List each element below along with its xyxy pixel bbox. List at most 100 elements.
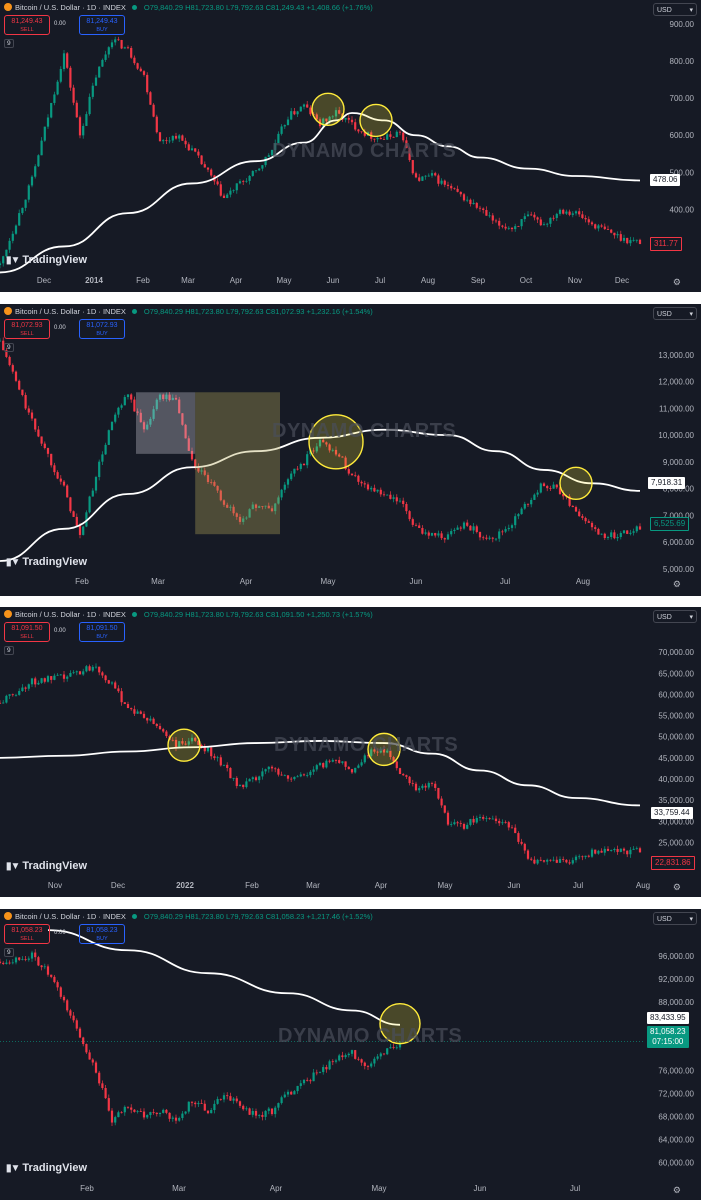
candle-body xyxy=(478,532,482,538)
candle-body xyxy=(418,177,421,181)
candle-body xyxy=(581,214,584,219)
currency-select[interactable]: USD xyxy=(653,307,697,321)
candle-body xyxy=(187,144,190,151)
ohlc-values: O79,840.29 H81,723.80 L79,792.63 C81,091… xyxy=(143,610,373,619)
candle-body xyxy=(302,104,306,107)
candle-body xyxy=(638,848,642,853)
candle-body xyxy=(299,774,302,777)
buy-button[interactable]: 81,072.93 BUY xyxy=(79,319,125,339)
settings-icon[interactable]: ⚙ xyxy=(672,277,681,287)
symbol-header[interactable]: Bitcoin / U.S. Dollar · 1D · INDEX O79,84… xyxy=(4,912,373,921)
chart-panel-1: 400.00 500.00 600.00 700.00 800.00 900.00 Dec 2… xyxy=(0,0,701,292)
candle-body xyxy=(347,766,350,770)
indicator-toggle[interactable]: 9 xyxy=(4,646,14,655)
currency-select[interactable]: USD xyxy=(653,912,697,926)
x-tick-label: May xyxy=(437,881,452,890)
ohlc-values: O79,840.29 H81,723.80 L79,792.63 C81,058… xyxy=(143,912,373,921)
candle-body xyxy=(357,765,360,768)
y-tick-label: 55,000.00 xyxy=(658,712,694,721)
sell-button[interactable]: 81,072.93 SELL xyxy=(4,319,50,339)
candle-body xyxy=(133,1109,136,1112)
candle-body xyxy=(152,409,155,419)
candle-body xyxy=(181,135,184,141)
candle-body xyxy=(405,504,408,512)
candle-body xyxy=(21,687,24,692)
candle-body xyxy=(94,477,98,491)
countdown-timer: 07:15:00 xyxy=(652,1037,684,1046)
candle-body xyxy=(376,137,379,140)
candle-body xyxy=(171,135,174,141)
sell-button[interactable]: 81,058.23 SELL xyxy=(4,924,50,944)
candle-body xyxy=(286,479,290,485)
symbol-header[interactable]: Bitcoin / U.S. Dollar · 1D · INDEX O79,84… xyxy=(4,610,373,619)
candle-body xyxy=(360,762,363,766)
candle-body xyxy=(136,63,139,69)
candle-body xyxy=(120,691,123,703)
candle-body xyxy=(94,666,98,668)
candle-body xyxy=(462,194,466,201)
candle-body xyxy=(427,532,430,536)
candle-body xyxy=(178,1118,181,1121)
candle-body xyxy=(376,751,379,753)
candle-body xyxy=(14,694,18,696)
candle-body xyxy=(133,709,136,714)
last-price-label: 311.77 xyxy=(650,237,682,251)
candle-body xyxy=(187,741,190,745)
candle-body xyxy=(562,493,565,497)
candle-body xyxy=(379,1053,382,1057)
sell-button[interactable]: 81,249.43 SELL xyxy=(4,15,50,35)
currency-select[interactable]: USD xyxy=(653,610,697,624)
candle-body xyxy=(235,777,238,786)
highlight-circle xyxy=(379,1002,421,1045)
candle-body xyxy=(43,443,46,449)
candle-body xyxy=(507,527,510,530)
candle-body xyxy=(386,134,389,140)
candle-body xyxy=(514,226,517,230)
candle-body xyxy=(27,408,30,413)
candle-body xyxy=(629,240,632,244)
candle-body xyxy=(536,859,539,864)
settings-icon[interactable]: ⚙ xyxy=(672,882,681,892)
candle-body xyxy=(635,239,638,241)
candle-body xyxy=(286,1091,290,1095)
candle-body xyxy=(350,1050,354,1054)
candle-body xyxy=(334,760,338,761)
candle-body xyxy=(296,776,299,778)
candle-body xyxy=(206,474,210,483)
indicator-toggle[interactable]: 9 xyxy=(4,948,14,957)
sell-button[interactable]: 81,091.50 SELL xyxy=(4,622,50,642)
candle-body xyxy=(418,525,421,528)
candle-body xyxy=(261,1115,264,1117)
candle-body xyxy=(168,1112,171,1119)
tradingview-logo: ▮▼ TradingView xyxy=(6,254,87,266)
candle-body xyxy=(277,133,280,144)
candle-body xyxy=(302,1079,306,1084)
settings-icon[interactable]: ⚙ xyxy=(672,1185,681,1195)
candle-body xyxy=(331,116,334,118)
buy-button[interactable]: 81,091.50 BUY xyxy=(79,622,125,642)
y-tick-label: 76,000.00 xyxy=(658,1067,694,1076)
settings-icon[interactable]: ⚙ xyxy=(672,579,681,589)
candle-body xyxy=(341,456,344,458)
currency-select[interactable]: USD xyxy=(653,3,697,17)
range-box-gray xyxy=(136,392,196,454)
candle-body xyxy=(421,527,424,534)
candle-body xyxy=(53,675,56,680)
indicator-toggle[interactable]: 9 xyxy=(4,343,14,352)
indicator-toggle[interactable]: 9 xyxy=(4,39,14,48)
symbol-header[interactable]: Bitcoin / U.S. Dollar · 1D · INDEX O79,84… xyxy=(4,3,373,12)
candle-body xyxy=(450,531,453,535)
buy-button[interactable]: 81,249.43 BUY xyxy=(79,15,125,35)
candle-body xyxy=(94,1062,98,1073)
candle-body xyxy=(69,67,72,88)
symbol-header[interactable]: Bitcoin / U.S. Dollar · 1D · INDEX O79,84… xyxy=(4,307,373,316)
candle-body xyxy=(24,395,27,409)
watermark: DYNAMO CHARTS xyxy=(272,420,457,442)
candle-body xyxy=(274,1107,277,1115)
candle-body xyxy=(162,729,165,732)
candle-body xyxy=(78,1028,82,1038)
candle-body xyxy=(194,737,197,741)
buy-button[interactable]: 81,058.23 BUY xyxy=(79,924,125,944)
candle-body xyxy=(254,170,258,172)
x-tick-label: Aug xyxy=(576,577,590,586)
